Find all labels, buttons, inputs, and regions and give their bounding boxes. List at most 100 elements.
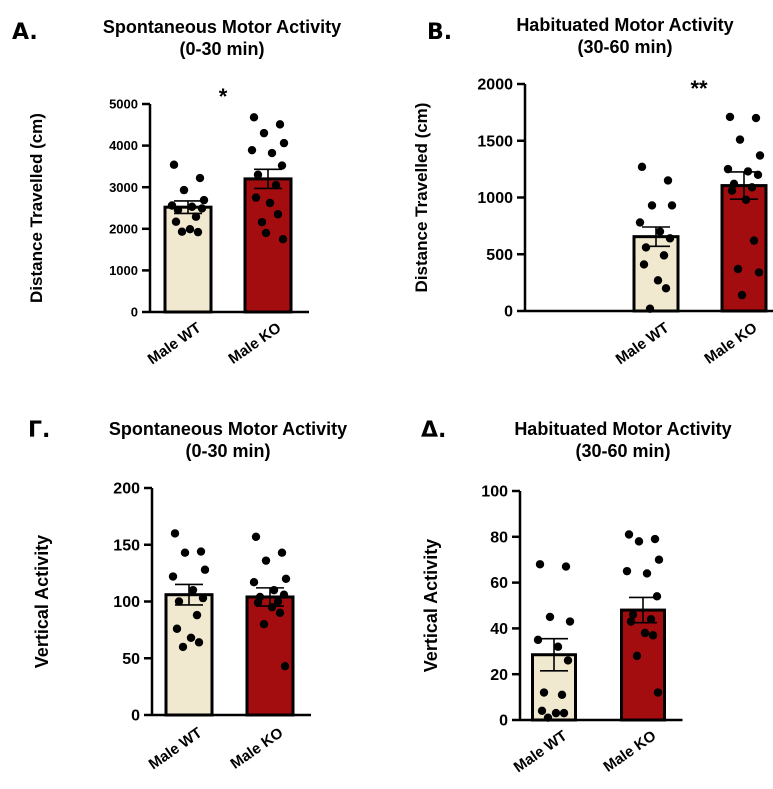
panel-letter-c: Γ. (28, 418, 51, 443)
data-point (251, 532, 261, 542)
y-tick-label: 100 (113, 594, 140, 611)
data-point (259, 128, 269, 138)
data-point (563, 656, 573, 665)
y-axis-label: Vertical Activity (421, 539, 441, 672)
category-label: Male KO (600, 727, 659, 776)
data-point (749, 236, 759, 245)
category-label: Male KO (701, 319, 760, 368)
data-point (277, 548, 287, 557)
panel-title-line: (30-60 min) (575, 441, 671, 461)
y-tick-label: 0 (131, 305, 138, 320)
data-point (727, 186, 737, 195)
y-axis-label: Distance Travelled (cm) (27, 113, 46, 303)
data-point (537, 706, 547, 716)
data-point (545, 612, 555, 622)
y-tick-label: 100 (481, 484, 508, 501)
data-point (195, 173, 205, 183)
data-point (735, 135, 745, 144)
panel-letter-d: Δ. (421, 418, 447, 443)
y-tick-label: 200 (113, 481, 140, 498)
y-axis-label: Vertical Activity (32, 535, 52, 668)
y-tick-label: 0 (504, 304, 513, 321)
data-point (185, 225, 195, 234)
panel-c: Γ. Spontaneous Motor Activity (0-30 min)… (0, 400, 390, 789)
data-point (557, 690, 567, 700)
data-point (267, 602, 277, 612)
panel-title-line: Spontaneous Motor Activity (102, 17, 342, 37)
data-point (725, 112, 735, 122)
data-point (659, 251, 669, 260)
data-point (174, 597, 184, 606)
data-point (253, 170, 263, 179)
data-point (275, 608, 285, 618)
data-point (199, 195, 209, 205)
y-tick-label: 3000 (109, 180, 138, 195)
data-point (186, 633, 196, 643)
panel-title-b: Habituated Motor Activity (30-60 min) (475, 14, 773, 58)
data-point (755, 151, 765, 160)
panel-title-line: (0-30 min) (185, 441, 271, 461)
data-point (533, 635, 543, 645)
data-point (168, 572, 178, 581)
data-point (180, 548, 190, 557)
data-point (253, 598, 263, 607)
data-point (200, 565, 210, 574)
significance-marker: * (219, 84, 228, 109)
panel-title-line: Spontaneous Motor Activity (108, 419, 348, 439)
data-point (653, 276, 663, 285)
category-label: Male KO (225, 319, 284, 368)
data-point (192, 610, 202, 620)
data-point (265, 198, 275, 208)
y-tick-label: 1000 (477, 190, 513, 207)
y-tick-label: 1000 (109, 263, 138, 278)
bar-male-ko (620, 608, 666, 722)
data-point (249, 113, 259, 122)
data-point (194, 638, 204, 647)
y-tick-label: 80 (490, 529, 508, 546)
panel-title-d: Habituated Motor Activity (30-60 min) (473, 418, 773, 462)
data-point (551, 708, 561, 718)
data-point (737, 290, 747, 300)
data-point (632, 651, 642, 661)
data-point (667, 201, 677, 210)
y-tick-label: 60 (490, 575, 508, 592)
data-point (259, 620, 269, 629)
panel-a: A. Spontaneous Motor Activity (0-30 min)… (0, 0, 390, 395)
bar-male-wt (164, 593, 214, 717)
data-point (654, 555, 664, 564)
data-point (543, 713, 553, 722)
data-point (261, 556, 271, 565)
data-point (261, 228, 271, 238)
data-point (561, 562, 571, 571)
data-point (624, 530, 634, 539)
data-point (177, 227, 187, 236)
bar-male-wt (163, 205, 213, 314)
data-point (191, 212, 201, 221)
data-point (273, 210, 283, 219)
panel-title-line: Habituated Motor Activity (514, 419, 732, 439)
data-point (628, 610, 638, 619)
data-point (626, 617, 636, 626)
data-point (172, 624, 182, 633)
bar-male-ko (245, 595, 295, 717)
data-point (249, 578, 259, 587)
data-point (167, 201, 177, 210)
panel-title-c: Spontaneous Motor Activity (0-30 min) (66, 418, 390, 462)
data-point (196, 547, 206, 556)
data-point (646, 615, 656, 624)
data-point (655, 227, 665, 236)
data-point (640, 628, 650, 638)
bar-male-ko (720, 184, 768, 313)
chart-a: 0 1000 2000 3000 4000 5000 Distance Travelled … (27, 84, 309, 368)
data-point (178, 642, 188, 652)
data-point (275, 120, 285, 129)
category-label: Male WT (145, 319, 205, 368)
data-point (280, 661, 290, 671)
data-point (634, 537, 644, 546)
data-point (539, 688, 549, 697)
data-point (565, 617, 575, 626)
data-point (751, 113, 761, 123)
panel-title-a: Spontaneous Motor Activity (0-30 min) (52, 16, 392, 60)
data-point (179, 185, 189, 195)
data-point (622, 566, 632, 576)
